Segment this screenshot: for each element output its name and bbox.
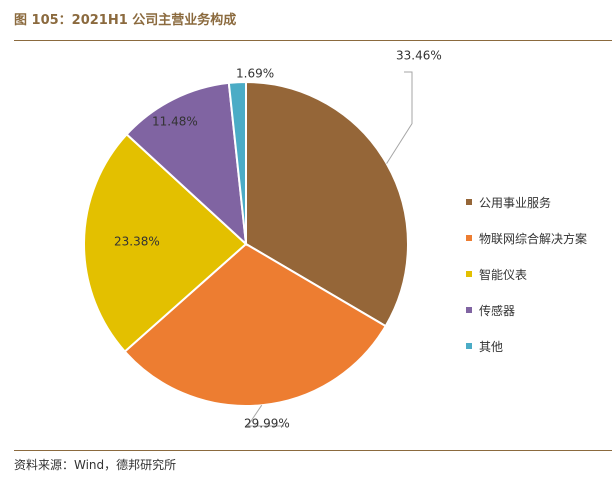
pie-slice-1 bbox=[123, 242, 388, 407]
legend-swatch-1 bbox=[466, 235, 472, 241]
bottom-rule bbox=[14, 450, 612, 451]
pie-slice-0 bbox=[245, 80, 409, 328]
figure-title: 图 105：2021H1 公司主营业务构成 bbox=[14, 13, 237, 28]
legend-swatch-3 bbox=[466, 307, 472, 313]
legend-item-2: 智能仪表 bbox=[466, 256, 587, 292]
top-rule bbox=[14, 40, 612, 41]
legend: 公用事业服务物联网综合解决方案 智能仪表传感器其他 bbox=[466, 184, 587, 364]
pie-slice-3 bbox=[125, 81, 248, 247]
legend-label-4: 其他 bbox=[479, 339, 504, 354]
legend-label-2: 智能仪表 bbox=[479, 267, 528, 282]
legend-label-3: 传感器 bbox=[479, 303, 516, 318]
legend-item-1: 物联网综合解决方案 bbox=[466, 220, 587, 256]
data-label-0: 33.46% bbox=[396, 49, 442, 63]
data-label-4: 1.69% bbox=[236, 67, 274, 81]
legend-item-0: 公用事业服务 bbox=[466, 184, 587, 220]
data-label-2: 23.38% bbox=[114, 235, 160, 249]
pie-slice-2 bbox=[83, 132, 248, 353]
legend-label-1: 物联网综合解决方案 bbox=[479, 231, 588, 246]
legend-swatch-2 bbox=[466, 271, 472, 277]
legend-item-4: 其他 bbox=[466, 328, 587, 364]
leader-line-1 bbox=[246, 404, 284, 427]
legend-swatch-4 bbox=[466, 343, 472, 349]
legend-item-3: 传感器 bbox=[466, 292, 587, 328]
leader-line-0 bbox=[386, 71, 413, 164]
pie-slice-4 bbox=[227, 80, 247, 245]
source-note: 资料来源：Wind，德邦研究所 bbox=[14, 458, 177, 472]
legend-swatch-0 bbox=[466, 199, 472, 205]
legend-label-0: 公用事业服务 bbox=[479, 195, 552, 210]
pie-chart: 33.46% 29.99% 23.38% 11.48% 1.69% bbox=[83, 49, 442, 431]
data-label-3: 11.48% bbox=[152, 115, 198, 129]
data-label-1: 29.99% bbox=[244, 417, 290, 431]
chart-area: 33.46% 29.99% 23.38% 11.48% 1.69% 公用事业服务物联网综… bbox=[14, 42, 612, 446]
